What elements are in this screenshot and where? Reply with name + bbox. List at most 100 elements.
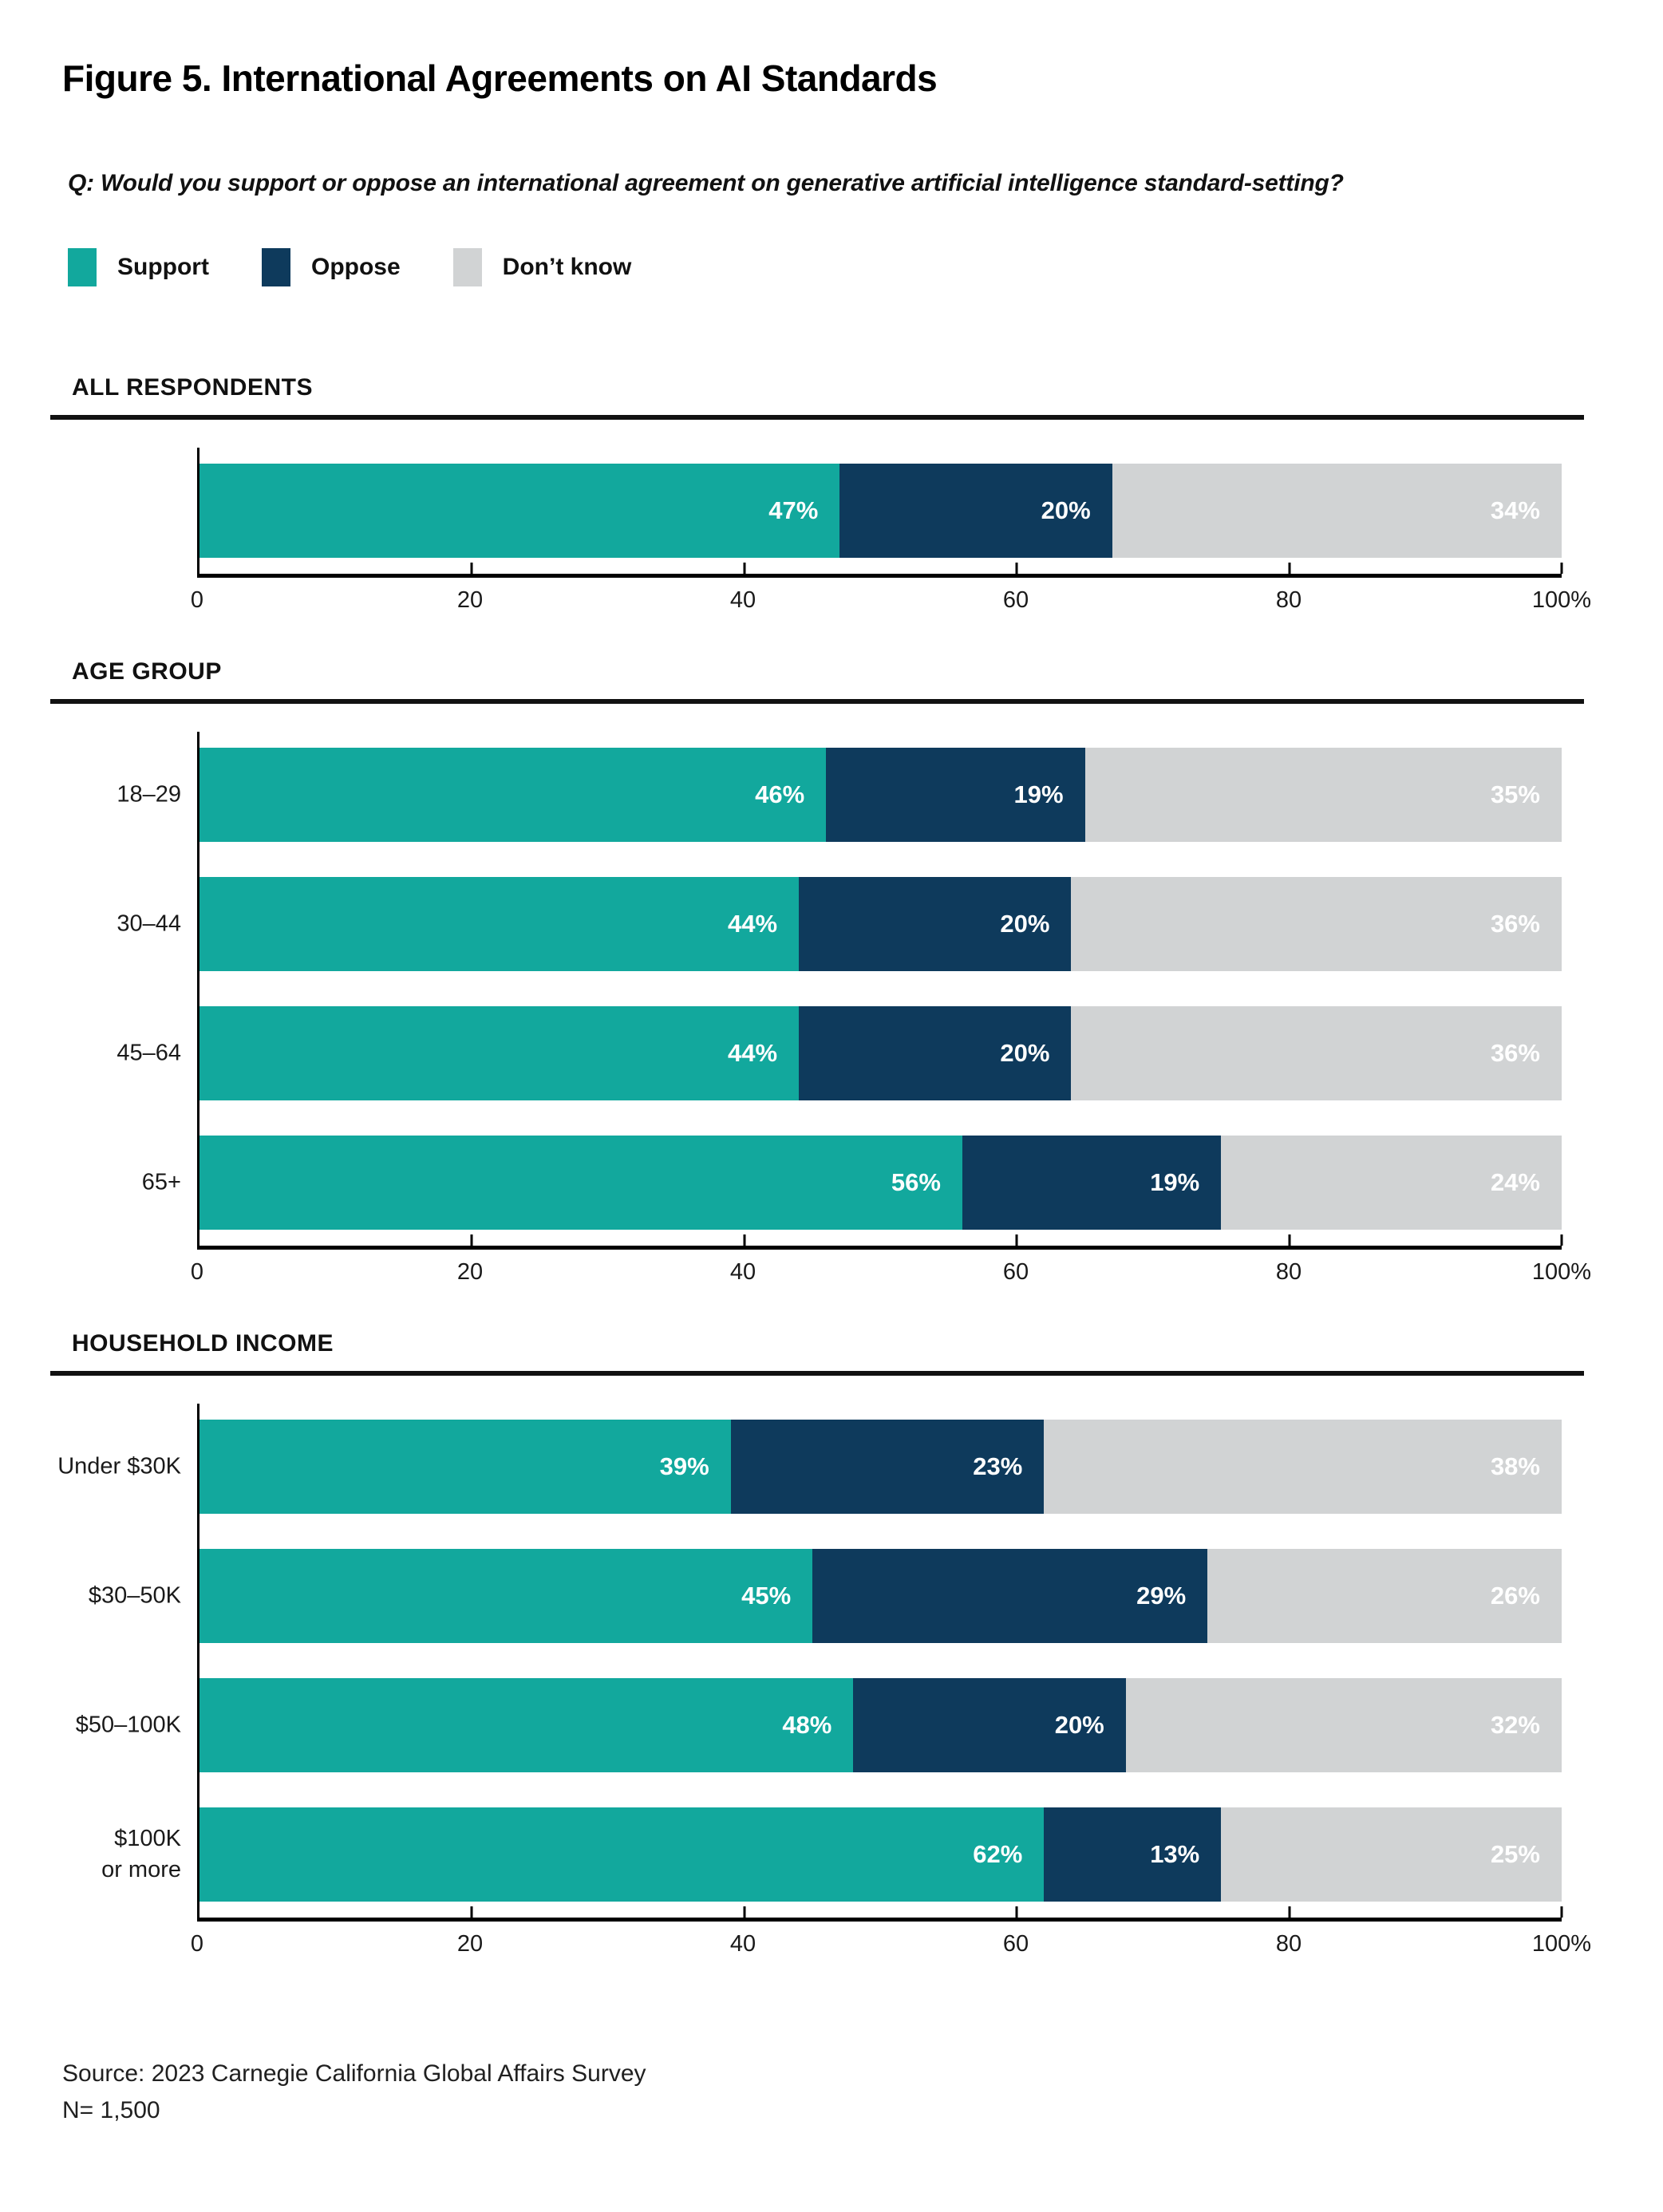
segment-value-label: 47%	[768, 496, 819, 524]
legend-item-support: Support	[68, 247, 209, 286]
bar-row: $100K or more 62% 13% 25%	[101, 1807, 1562, 1902]
segment-value-label: 45%	[741, 1581, 792, 1610]
axis-tick	[470, 1906, 473, 1918]
section-rule	[50, 698, 1584, 704]
segment-value-label: 24%	[1490, 1167, 1540, 1196]
category-label: $50–100K	[75, 1712, 181, 1738]
category-label: 65+	[141, 1169, 181, 1195]
figure: Figure 5. International Agreements on AI…	[50, 57, 1663, 2130]
axis-tick	[1560, 1234, 1563, 1246]
bar-row: 65+ 56% 19% 24%	[142, 1135, 1562, 1230]
legend-swatch-support	[68, 247, 97, 286]
source-note: Source: 2023 Carnegie California Global …	[62, 2056, 1663, 2130]
bar-track: 39% 23% 38%	[199, 1419, 1562, 1514]
axis-tick-label: 0	[190, 1258, 204, 1285]
segment-value-label: 38%	[1490, 1452, 1540, 1480]
bar-segment-dont-know: 36%	[1071, 1005, 1562, 1100]
axis-tick-label: 60	[1002, 1258, 1029, 1285]
bar-segment-support: 44%	[199, 876, 800, 971]
axis-tick	[1015, 562, 1018, 574]
section-title: HOUSEHOLD INCOME	[72, 1329, 334, 1357]
bar-row: 18–29 46% 19% 35%	[117, 747, 1562, 842]
axis-tick-label: 60	[1002, 587, 1029, 613]
category-label: Under $30K	[57, 1453, 181, 1479]
axis-tick	[743, 1906, 746, 1918]
bar-row: $50–100K 48% 20% 32%	[76, 1677, 1562, 1772]
section-age-group: AGE GROUP 18–29 46% 19% 35% 30–44 44% 20% 36% 45…	[50, 658, 1663, 1286]
legend-swatch-dont-know	[452, 247, 482, 286]
bar-segment-oppose: 29%	[812, 1548, 1208, 1643]
bar-row: 45–64 44% 20% 36%	[117, 1005, 1562, 1100]
segment-value-label: 44%	[728, 1038, 778, 1067]
source-line: Source: 2023 Carnegie California Global …	[62, 2060, 646, 2087]
bar-segment-dont-know: 35%	[1084, 747, 1562, 842]
axis-tick-label: 40	[729, 1258, 756, 1285]
segment-value-label: 62%	[973, 1839, 1023, 1868]
section-rule	[50, 414, 1584, 420]
figure-title: Figure 5. International Agreements on AI…	[62, 57, 938, 99]
x-axis-labels: 0 20 40 60 80 100%	[191, 1250, 1591, 1286]
axis-tick	[743, 562, 746, 574]
stacked-bar-chart-age-group: 18–29 46% 19% 35% 30–44 44% 20% 36% 45–64 44% 20% 3…	[50, 731, 1663, 1286]
legend: Support Oppose Don’t know	[68, 247, 1663, 286]
axis-tick	[470, 562, 473, 574]
axis-tick	[743, 1234, 746, 1246]
section-all-respondents: ALL RESPONDENTS 47% 20% 34% 0 20 40 60 80 100%	[50, 374, 1663, 614]
bar-track: 48% 20% 32%	[199, 1677, 1562, 1772]
section-title: ALL RESPONDENTS	[72, 373, 313, 401]
segment-value-label: 56%	[891, 1167, 941, 1196]
axis-tick-label: 40	[729, 1930, 756, 1957]
bar-segment-dont-know: 32%	[1125, 1677, 1562, 1772]
segment-value-label: 34%	[1490, 496, 1540, 524]
bar-track: 62% 13% 25%	[199, 1807, 1562, 1902]
category-label: 45–64	[117, 1040, 181, 1066]
legend-label-oppose: Oppose	[310, 253, 401, 280]
bar-segment-support: 45%	[199, 1548, 813, 1643]
legend-swatch-oppose	[261, 247, 290, 286]
bar-segment-support: 56%	[199, 1135, 962, 1230]
category-label: $30–50K	[88, 1582, 181, 1609]
segment-value-label: 20%	[1000, 1038, 1050, 1067]
bar-segment-oppose: 13%	[1044, 1807, 1222, 1902]
axis-tick	[1015, 1906, 1018, 1918]
bar-row: $30–50K 45% 29% 26%	[89, 1548, 1562, 1643]
category-label: 18–29	[117, 781, 181, 808]
axis-tick-label: 0	[190, 1930, 204, 1957]
bar-segment-dont-know: 34%	[1112, 463, 1562, 558]
axis-tick-label: 100%	[1531, 1930, 1592, 1957]
segment-value-label: 25%	[1490, 1839, 1540, 1868]
axis-tick-label: 80	[1275, 1930, 1302, 1957]
category-label: $100K or more	[101, 1825, 181, 1882]
bar-segment-dont-know: 24%	[1221, 1135, 1562, 1230]
segment-value-label: 19%	[1150, 1167, 1200, 1196]
section-title: AGE GROUP	[72, 658, 222, 685]
bar-row: 47% 20% 34%	[199, 463, 1562, 558]
stacked-bar-chart-household-income: Under $30K 39% 23% 38% $30–50K 45% 29% 26% $50–1…	[50, 1403, 1663, 1958]
bar-segment-dont-know: 25%	[1221, 1807, 1562, 1902]
bar-segment-support: 47%	[199, 463, 840, 558]
axis-tick	[1015, 1234, 1018, 1246]
segment-value-label: 36%	[1490, 1038, 1540, 1067]
bar-track: 44% 20% 36%	[199, 1005, 1562, 1100]
bar-segment-oppose: 19%	[962, 1135, 1222, 1230]
x-axis-labels: 0 20 40 60 80 100%	[191, 1922, 1591, 1958]
bar-segment-support: 48%	[199, 1677, 854, 1772]
segment-value-label: 32%	[1490, 1710, 1540, 1739]
sample-size-note: N= 1,500	[62, 2097, 160, 2124]
segment-value-label: 36%	[1490, 909, 1540, 938]
axis-tick-label: 40	[729, 587, 756, 613]
axis-tick	[1288, 562, 1291, 574]
legend-label-dont-know: Don’t know	[502, 253, 632, 280]
category-label: 30–44	[117, 910, 181, 937]
axis-tick	[1560, 1906, 1563, 1918]
section-household-income: HOUSEHOLD INCOME Under $30K 39% 23% 38% $30–…	[50, 1330, 1663, 1958]
segment-value-label: 44%	[728, 909, 778, 938]
plot-area: 18–29 46% 19% 35% 30–44 44% 20% 36% 45–64 44% 20% 3…	[117, 731, 1563, 1250]
axis-tick	[1288, 1234, 1291, 1246]
bar-track: 44% 20% 36%	[199, 876, 1562, 971]
bar-row: 30–44 44% 20% 36%	[117, 876, 1562, 971]
bar-segment-dont-know: 36%	[1071, 876, 1562, 971]
axis-tick	[1288, 1906, 1291, 1918]
segment-value-label: 23%	[973, 1452, 1023, 1480]
axis-tick-label: 20	[456, 1258, 484, 1285]
